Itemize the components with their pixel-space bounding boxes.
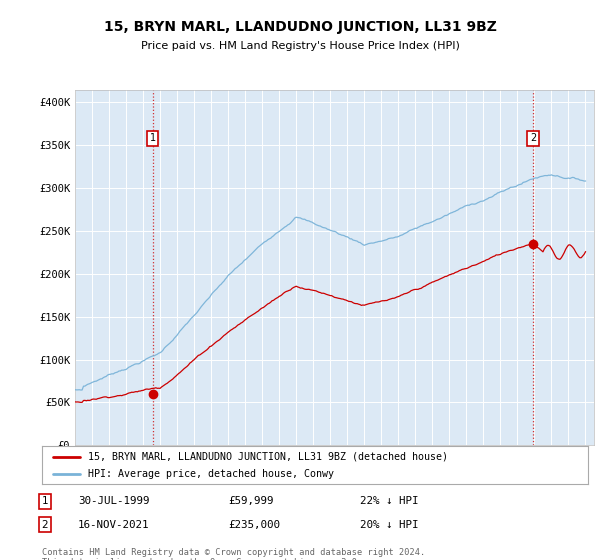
Text: 20% ↓ HPI: 20% ↓ HPI: [360, 520, 419, 530]
Text: 16-NOV-2021: 16-NOV-2021: [78, 520, 149, 530]
Text: HPI: Average price, detached house, Conwy: HPI: Average price, detached house, Conw…: [88, 469, 334, 479]
Text: Price paid vs. HM Land Registry's House Price Index (HPI): Price paid vs. HM Land Registry's House …: [140, 41, 460, 51]
Text: 15, BRYN MARL, LLANDUDNO JUNCTION, LL31 9BZ: 15, BRYN MARL, LLANDUDNO JUNCTION, LL31 …: [104, 20, 496, 34]
Text: £235,000: £235,000: [228, 520, 280, 530]
Text: 1: 1: [41, 496, 49, 506]
Text: 15, BRYN MARL, LLANDUDNO JUNCTION, LL31 9BZ (detached house): 15, BRYN MARL, LLANDUDNO JUNCTION, LL31 …: [88, 451, 448, 461]
Text: £59,999: £59,999: [228, 496, 274, 506]
Text: Contains HM Land Registry data © Crown copyright and database right 2024.
This d: Contains HM Land Registry data © Crown c…: [42, 548, 425, 560]
Text: 1: 1: [150, 133, 156, 143]
Text: 2: 2: [530, 133, 536, 143]
Text: 22% ↓ HPI: 22% ↓ HPI: [360, 496, 419, 506]
Text: 30-JUL-1999: 30-JUL-1999: [78, 496, 149, 506]
Text: 2: 2: [41, 520, 49, 530]
